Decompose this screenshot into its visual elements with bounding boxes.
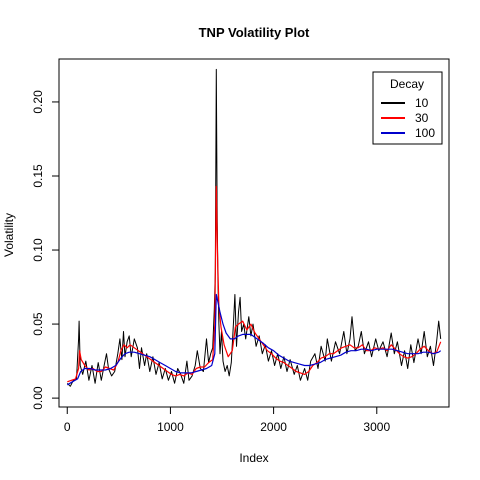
legend-label-30: 30: [415, 111, 429, 125]
legend-title: Decay: [390, 77, 424, 91]
y-axis-label: Volatility: [2, 213, 16, 257]
x-tick-label: 0: [64, 420, 71, 434]
x-axis-label: Index: [239, 451, 268, 465]
x-tick-label: 1000: [157, 420, 184, 434]
legend-label-100: 100: [415, 126, 435, 140]
x-tick-label: 3000: [363, 420, 390, 434]
y-tick-label: 0.15: [31, 164, 45, 188]
legend-label-10: 10: [415, 96, 429, 110]
chart-title: TNP Volatility Plot: [199, 25, 310, 40]
y-tick-label: 0.05: [31, 312, 45, 336]
y-tick-label: 0.20: [31, 90, 45, 114]
x-tick-label: 2000: [260, 420, 287, 434]
y-tick-label: 0.10: [31, 238, 45, 262]
y-tick-label: 0.00: [31, 386, 45, 410]
